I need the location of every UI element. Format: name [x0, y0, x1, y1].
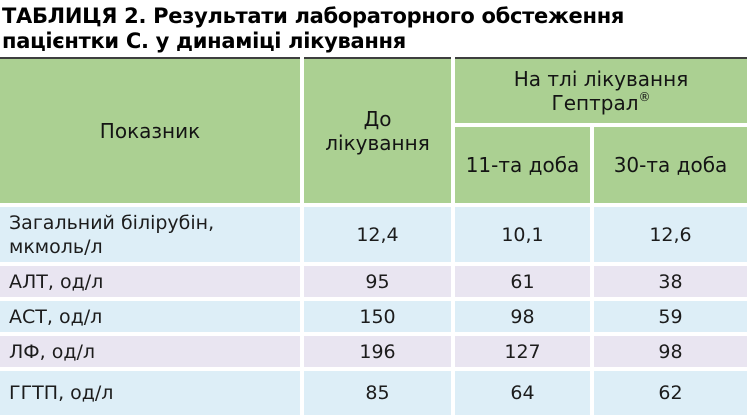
- lab-results-table: Показник До лікування На тлі лікування Г…: [0, 57, 747, 415]
- cell-value-day11: 10,1: [455, 207, 590, 262]
- cell-value-day30: 62: [594, 371, 747, 415]
- header-cell-day30: 30-та доба: [594, 127, 747, 203]
- header-cell-day11: 11-та доба: [455, 127, 590, 203]
- cell-value-day30: 98: [594, 336, 747, 367]
- cell-value-day30: 59: [594, 301, 747, 332]
- table-caption-line1: ТАБЛИЦЯ 2. Результати лабораторного обст…: [2, 4, 625, 28]
- cell-value-before: 196: [304, 336, 451, 367]
- cell-value-day30: 12,6: [594, 207, 747, 262]
- cell-value-day11: 61: [455, 266, 590, 297]
- registered-trademark-symbol: ®: [638, 90, 651, 105]
- cell-parameter-bilirubin: Загальний білірубін, мкмоль/л: [0, 207, 300, 262]
- table-caption: ТАБЛИЦЯ 2. Результати лабораторного обст…: [0, 0, 747, 54]
- header-cell-before-treatment: До лікування: [304, 57, 451, 203]
- cell-value-before: 150: [304, 301, 451, 332]
- cell-value-day11: 98: [455, 301, 590, 332]
- cell-value-day11: 127: [455, 336, 590, 367]
- cell-value-before: 12,4: [304, 207, 451, 262]
- header-cell-parameter: Показник: [0, 57, 300, 203]
- cell-value-before: 95: [304, 266, 451, 297]
- cell-parameter-ast: АСТ, од/л: [0, 301, 300, 332]
- header-cell-treatment-group: На тлі лікування Гептрал®: [455, 57, 747, 123]
- cell-value-before: 85: [304, 371, 451, 415]
- cell-value-day30: 38: [594, 266, 747, 297]
- table-caption-line2: пацієнтки С. у динаміці лікування: [2, 29, 406, 53]
- treatment-group-line1: На тлі лікування: [513, 67, 689, 91]
- cell-parameter-alt: АЛТ, од/л: [0, 266, 300, 297]
- treatment-group-line2: Гептрал®: [551, 90, 651, 115]
- cell-parameter-ggtp: ГГТП, од/л: [0, 371, 300, 415]
- cell-parameter-lf: ЛФ, од/л: [0, 336, 300, 367]
- cell-value-day11: 64: [455, 371, 590, 415]
